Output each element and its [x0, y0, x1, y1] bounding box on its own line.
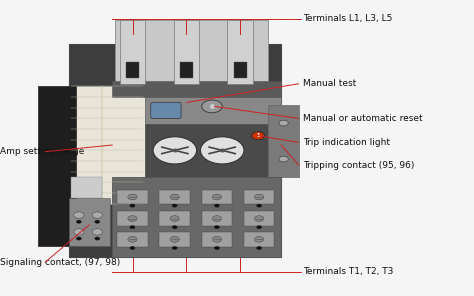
FancyBboxPatch shape [228, 20, 253, 84]
Circle shape [172, 204, 177, 207]
FancyBboxPatch shape [201, 190, 232, 204]
Circle shape [170, 216, 179, 221]
FancyBboxPatch shape [180, 62, 193, 78]
Circle shape [214, 246, 219, 250]
Circle shape [172, 246, 177, 250]
FancyBboxPatch shape [112, 81, 281, 97]
Circle shape [279, 156, 288, 162]
FancyBboxPatch shape [244, 232, 274, 247]
Circle shape [74, 229, 84, 235]
FancyBboxPatch shape [244, 211, 274, 226]
Circle shape [212, 216, 221, 221]
FancyBboxPatch shape [120, 20, 146, 84]
Circle shape [92, 212, 102, 218]
FancyBboxPatch shape [201, 232, 232, 247]
Circle shape [214, 204, 219, 207]
Text: Amp setting range: Amp setting range [0, 147, 84, 156]
FancyBboxPatch shape [71, 177, 102, 198]
Circle shape [212, 194, 221, 200]
Text: Terminals L1, L3, L5: Terminals L1, L3, L5 [303, 14, 393, 23]
FancyBboxPatch shape [159, 232, 190, 247]
Circle shape [92, 229, 102, 235]
FancyBboxPatch shape [117, 211, 147, 226]
FancyBboxPatch shape [112, 177, 281, 257]
FancyBboxPatch shape [201, 211, 232, 226]
FancyBboxPatch shape [159, 190, 190, 204]
Circle shape [214, 226, 219, 229]
Text: Trip indication light: Trip indication light [303, 138, 391, 147]
FancyBboxPatch shape [151, 102, 181, 119]
Circle shape [130, 226, 135, 229]
Circle shape [202, 100, 222, 113]
FancyBboxPatch shape [244, 190, 274, 204]
Circle shape [128, 216, 137, 221]
Circle shape [76, 237, 82, 240]
Circle shape [172, 226, 177, 229]
Text: Tripping contact (95, 96): Tripping contact (95, 96) [303, 160, 415, 170]
Circle shape [130, 246, 135, 250]
Circle shape [255, 216, 264, 221]
Circle shape [256, 204, 262, 207]
Circle shape [201, 137, 244, 164]
Circle shape [212, 237, 221, 242]
Text: Terminals T1, T2, T3: Terminals T1, T2, T3 [303, 267, 394, 276]
Circle shape [74, 212, 84, 218]
FancyBboxPatch shape [268, 105, 299, 177]
FancyBboxPatch shape [69, 44, 281, 257]
Circle shape [252, 132, 264, 140]
FancyBboxPatch shape [126, 62, 139, 78]
FancyBboxPatch shape [234, 62, 246, 78]
FancyBboxPatch shape [146, 86, 281, 124]
Text: Manual or automatic reset: Manual or automatic reset [303, 114, 423, 123]
Circle shape [256, 246, 262, 250]
Circle shape [128, 194, 137, 200]
Circle shape [76, 220, 82, 223]
Circle shape [95, 220, 100, 223]
FancyBboxPatch shape [173, 20, 199, 84]
FancyBboxPatch shape [146, 124, 268, 177]
FancyBboxPatch shape [38, 86, 76, 246]
Circle shape [256, 226, 262, 229]
Circle shape [170, 237, 179, 242]
Circle shape [95, 237, 100, 240]
FancyBboxPatch shape [117, 190, 147, 204]
Circle shape [255, 194, 264, 200]
Circle shape [128, 237, 137, 242]
FancyBboxPatch shape [69, 86, 146, 204]
Circle shape [170, 194, 179, 200]
Circle shape [130, 204, 135, 207]
FancyBboxPatch shape [159, 211, 190, 226]
Circle shape [279, 120, 288, 126]
FancyBboxPatch shape [115, 20, 268, 97]
FancyBboxPatch shape [69, 198, 109, 246]
Text: Manual test: Manual test [303, 79, 356, 88]
Text: Signaling contact, (97, 98): Signaling contact, (97, 98) [0, 258, 120, 267]
FancyBboxPatch shape [117, 232, 147, 247]
Text: 1: 1 [256, 133, 260, 138]
Circle shape [255, 237, 264, 242]
Circle shape [153, 137, 197, 164]
